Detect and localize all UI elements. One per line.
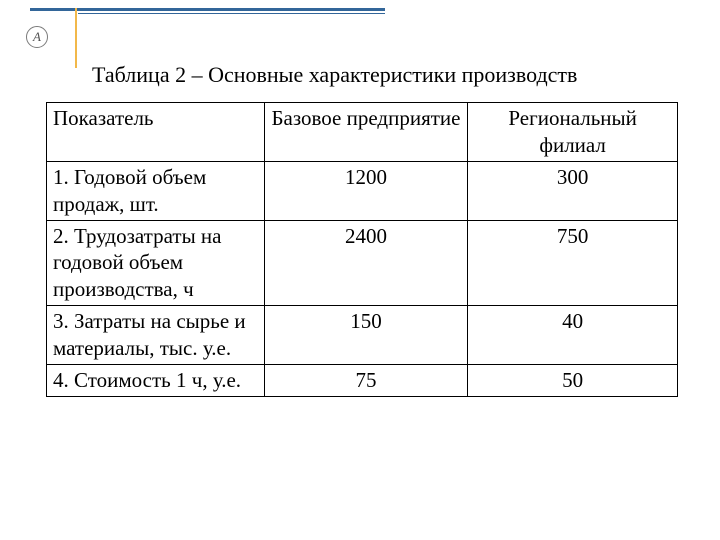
logo-badge-icon: A bbox=[26, 26, 48, 48]
header-rule-accent bbox=[75, 8, 77, 68]
page-title: Таблица 2 – Основные характеристики прои… bbox=[92, 62, 577, 88]
column-header-base: Базовое предприятие bbox=[264, 103, 468, 162]
cell-base: 2400 bbox=[264, 220, 468, 306]
table-header-row: Показатель Базовое предприятие Региональ… bbox=[47, 103, 678, 162]
cell-indicator: 4. Стоимость 1 ч, у.е. bbox=[47, 364, 265, 396]
table-row: 2. Трудозатраты на годовой объем произво… bbox=[47, 220, 678, 306]
cell-regional: 300 bbox=[468, 161, 678, 220]
cell-indicator: 1. Годовой объем продаж, шт. bbox=[47, 161, 265, 220]
table-row: 3. Затраты на сырье и материалы, тыс. у.… bbox=[47, 306, 678, 365]
table-row: 4. Стоимость 1 ч, у.е. 75 50 bbox=[47, 364, 678, 396]
cell-regional: 50 bbox=[468, 364, 678, 396]
cell-base: 75 bbox=[264, 364, 468, 396]
column-header-indicator: Показатель bbox=[47, 103, 265, 162]
header-rule-thin bbox=[78, 13, 385, 14]
cell-regional: 40 bbox=[468, 306, 678, 365]
cell-base: 150 bbox=[264, 306, 468, 365]
characteristics-table: Показатель Базовое предприятие Региональ… bbox=[46, 102, 678, 397]
table-row: 1. Годовой объем продаж, шт. 1200 300 bbox=[47, 161, 678, 220]
cell-base: 1200 bbox=[264, 161, 468, 220]
cell-indicator: 2. Трудозатраты на годовой объем произво… bbox=[47, 220, 265, 306]
header-rule-thick bbox=[30, 8, 385, 11]
cell-regional: 750 bbox=[468, 220, 678, 306]
column-header-regional: Региональный филиал bbox=[468, 103, 678, 162]
cell-indicator: 3. Затраты на сырье и материалы, тыс. у.… bbox=[47, 306, 265, 365]
